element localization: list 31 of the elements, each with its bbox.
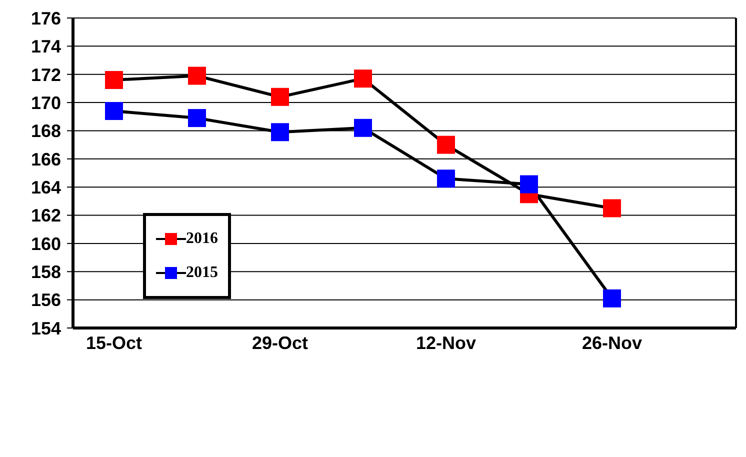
point	[520, 175, 538, 194]
legend-label: 2016	[186, 230, 218, 248]
point	[271, 123, 289, 142]
point	[354, 70, 372, 88]
y-tick-label: 168	[30, 121, 61, 142]
point	[188, 109, 206, 128]
x-tick-label: 29-Oct	[252, 332, 308, 353]
point	[437, 136, 455, 154]
y-tick-label: 158	[30, 262, 61, 282]
point	[271, 88, 289, 106]
y-tick-label: 164	[30, 177, 61, 198]
point	[603, 289, 621, 308]
y-tick-label: 170	[30, 92, 61, 113]
x-tick-label: 26-Nov	[582, 332, 642, 353]
y-tick-label: 160	[30, 234, 61, 254]
x-tick-label: 15-Oct	[86, 332, 142, 353]
point	[603, 199, 621, 218]
y-tick-label: 172	[30, 64, 61, 85]
point	[354, 118, 372, 137]
y-tick-label: 162	[30, 206, 61, 226]
point	[188, 66, 206, 85]
y-tick-label: 156	[30, 290, 61, 310]
y-tick-label: 174	[30, 36, 61, 57]
y-tick-label: 176	[30, 8, 61, 28]
legend-label: 2015	[186, 264, 218, 282]
x-tick-label: 12-Nov	[416, 332, 476, 353]
point	[105, 71, 123, 89]
point	[105, 102, 123, 120]
point	[437, 170, 455, 188]
y-tick-label: 154	[30, 318, 61, 338]
y-tick-label: 166	[30, 149, 61, 170]
